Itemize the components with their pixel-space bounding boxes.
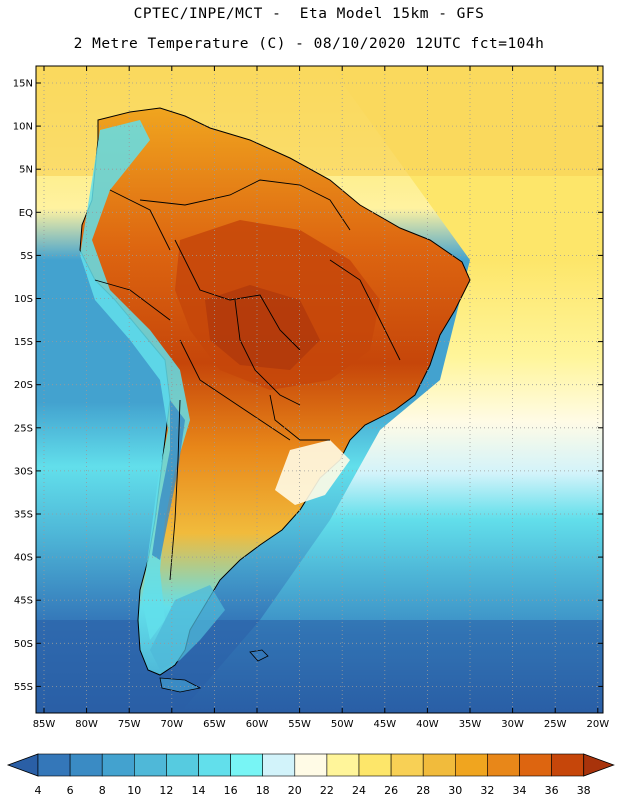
lat-label: 5S xyxy=(20,251,33,262)
colorbar-swatch xyxy=(69,753,103,777)
colorbar-label: 24 xyxy=(352,784,366,797)
lat-label: 20S xyxy=(14,380,33,391)
figure-subtitle: 2 Metre Temperature (C) - 08/10/2020 12U… xyxy=(73,36,545,52)
colorbar-swatch xyxy=(134,753,167,777)
map-field xyxy=(36,66,603,713)
colorbar-swatch xyxy=(37,753,71,777)
patagonia-cool xyxy=(150,585,225,670)
lon-label: 85W xyxy=(33,719,56,730)
colorbar-arrow-high xyxy=(583,753,615,777)
uruguay-mild xyxy=(275,440,350,505)
lon-label: 30W xyxy=(501,719,524,730)
lon-label: 70W xyxy=(160,719,183,730)
colorbar-label: 22 xyxy=(320,784,334,797)
colorbar-swatch xyxy=(358,753,392,777)
colorbar-swatch xyxy=(519,753,552,777)
colorbar-label: 8 xyxy=(99,784,106,797)
map-frame xyxy=(35,65,604,714)
colorbar-label: 36 xyxy=(545,784,559,797)
lon-label: 35W xyxy=(459,719,482,730)
hottest-core xyxy=(205,285,320,370)
lat-label: 40S xyxy=(14,553,33,564)
falkland-islands xyxy=(249,649,269,662)
colorbar-label: 14 xyxy=(192,784,206,797)
colorbar-label: 4 xyxy=(35,784,42,797)
lon-label: 60W xyxy=(246,719,269,730)
lon-label: 80W xyxy=(75,719,98,730)
lon-label: 25W xyxy=(544,719,567,730)
lat-label: 50S xyxy=(14,639,33,650)
lat-label: 45S xyxy=(14,596,33,607)
lat-label: 35S xyxy=(14,510,33,521)
lat-label: 5N xyxy=(19,165,33,176)
colorbar-swatch xyxy=(262,753,296,777)
southern-ocean-field xyxy=(36,620,603,713)
colorbar-swatch xyxy=(487,753,520,777)
colorbar-label: 26 xyxy=(384,784,398,797)
figure-title: CPTEC/INPE/MCT - Eta Model 15km - GFS xyxy=(133,6,485,22)
latitude-labels: 15N 10N 5N EQ 5S 10S 15S 20S 25S 30S 35S 40S 45S 50S 5… xyxy=(13,79,33,693)
colorbar-label: 28 xyxy=(416,784,430,797)
lat-label: 10N xyxy=(13,122,33,133)
colorbar-label: 32 xyxy=(480,784,494,797)
colorbar: 4 6 8 10 12 14 16 18 20 22 24 26 28 30 32 34 36 38 xyxy=(6,753,615,797)
colorbar-swatch xyxy=(551,753,584,777)
lat-label: 15S xyxy=(14,337,33,348)
lon-label: 45W xyxy=(373,719,396,730)
colorbar-label: 34 xyxy=(513,784,527,797)
colorbar-swatch xyxy=(166,753,199,777)
colorbar-label: 10 xyxy=(127,784,141,797)
colorbar-swatch xyxy=(101,753,135,777)
lon-label: 20W xyxy=(586,719,609,730)
lon-label: 40W xyxy=(416,719,439,730)
lat-label: 30S xyxy=(14,466,33,477)
colorbar-swatch xyxy=(454,753,488,777)
tierra-del-fuego xyxy=(159,677,202,693)
colorbar-label: 20 xyxy=(288,784,302,797)
lon-label: 65W xyxy=(203,719,226,730)
andes-high-peaks xyxy=(152,400,185,560)
colorbar-swatch xyxy=(390,753,424,777)
colorbar-swatch xyxy=(326,753,360,777)
colorbar-label: 16 xyxy=(224,784,238,797)
colorbar-label: 12 xyxy=(159,784,173,797)
lat-label: 15N xyxy=(13,79,33,90)
lon-label: 50W xyxy=(331,719,354,730)
longitude-labels: 85W 80W 75W 70W 65W 60W 55W 50W 45W 40W 35W 30W 25W 2… xyxy=(33,719,610,730)
colorbar-swatch xyxy=(422,753,456,777)
colorbar-swatch xyxy=(294,753,328,777)
colorbar-swatch xyxy=(230,753,264,777)
lat-label: 55S xyxy=(14,682,33,693)
colorbar-swatch xyxy=(198,753,231,777)
colorbar-label: 38 xyxy=(577,784,591,797)
colorbar-arrow-low xyxy=(6,753,39,777)
graticule xyxy=(36,66,603,713)
lat-label: 10S xyxy=(14,294,33,305)
lon-label: 55W xyxy=(288,719,311,730)
lat-label: EQ xyxy=(19,208,33,219)
colorbar-label: 18 xyxy=(256,784,270,797)
lat-label: 25S xyxy=(14,423,33,434)
colorbar-label: 6 xyxy=(67,784,74,797)
country-borders xyxy=(94,179,401,581)
colorbar-label: 30 xyxy=(448,784,462,797)
atlantic-ocean-field xyxy=(180,66,603,713)
lon-label: 75W xyxy=(118,719,141,730)
